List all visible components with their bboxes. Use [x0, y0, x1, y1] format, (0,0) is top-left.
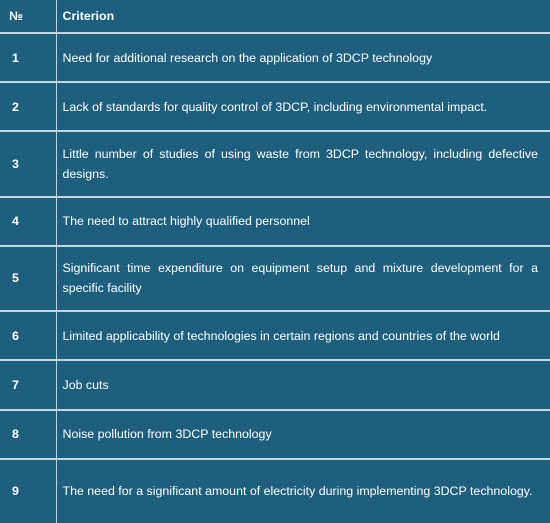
row-criterion: Need for additional research on the appl… — [56, 33, 550, 84]
row-criterion: Lack of standards for quality control of… — [56, 82, 550, 133]
row-number: 8 — [0, 409, 57, 460]
row-number: 9 — [0, 458, 57, 523]
table-row: 9 The need for a significant amount of e… — [0, 458, 550, 523]
row-number: 5 — [0, 245, 57, 313]
table-row: 5 Significant time expenditure on equipm… — [0, 245, 550, 313]
row-criterion: The need for a significant amount of ele… — [62, 484, 533, 499]
table-header-row: № Criterion — [0, 0, 550, 34]
row-number: 2 — [0, 82, 57, 133]
row-number: 3 — [0, 131, 57, 198]
header-criterion: Criterion — [56, 0, 550, 34]
table-row: 2 Lack of standards for quality control … — [0, 82, 550, 133]
table-row: 1 Need for additional research on the ap… — [0, 33, 550, 84]
table-row: 3 Little number of studies of using wast… — [0, 131, 550, 198]
table-row: 7 Job cuts — [0, 360, 550, 411]
table-row: 4 The need to attract highly qualified p… — [0, 196, 550, 247]
row-number: 7 — [0, 360, 57, 411]
row-criterion: The need to attract highly qualified per… — [56, 196, 550, 247]
row-number: 6 — [0, 311, 57, 362]
row-criterion: Limited applicability of technologies in… — [56, 311, 550, 362]
header-number: № — [0, 0, 57, 34]
row-number: 4 — [0, 196, 57, 247]
row-criterion: Little number of studies of using waste … — [56, 131, 550, 198]
row-criterion: Significant time expenditure on equipmen… — [56, 245, 550, 313]
row-criterion: Job cuts — [56, 360, 550, 411]
table-row: 8 Noise pollution from 3DCP technology — [0, 409, 550, 460]
table-row: 6 Limited applicability of technologies … — [0, 311, 550, 362]
row-number: 1 — [0, 33, 57, 84]
row-criterion: Noise pollution from 3DCP technology — [56, 409, 550, 460]
